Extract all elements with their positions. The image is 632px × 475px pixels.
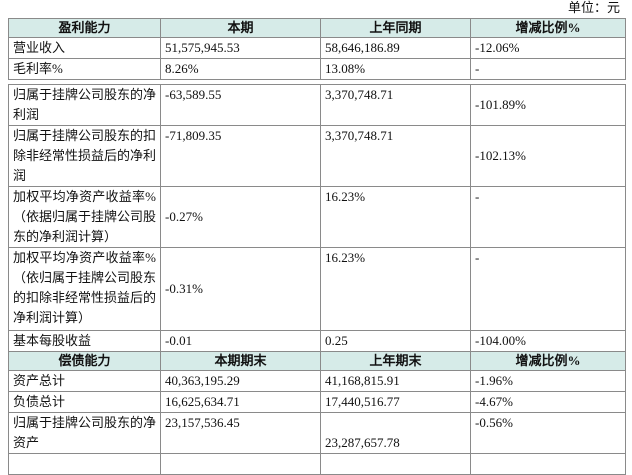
table-wrap: 盈利能力 本期 上年同期 增减比例% 营业收入 51,575,945.53 58,646,1… <box>8 18 626 475</box>
value-cell: 23,287,657.78 <box>320 412 471 454</box>
value-cell: -0.56% <box>470 412 626 454</box>
value-cell: - <box>470 186 626 248</box>
row-label: 归属于挂牌公司股东的扣除非经常性损益后的净利润 <box>8 125 161 187</box>
row-label: 归属于挂牌公司股东的净利润 <box>8 84 161 126</box>
row-label: 加权平均净资产收益率%（依归属于挂牌公司股东的扣除非经常性损益后的净利润计算） <box>8 247 161 331</box>
value-cell: -71,809.35 <box>160 125 321 187</box>
table-row: 归属于挂牌公司股东的扣除非经常性损益后的净利润 -71,809.35 3,370,7… <box>8 125 626 187</box>
row-label: 资产总计 <box>8 370 161 392</box>
value-cell: 8.26% <box>160 58 321 80</box>
value-cell: -0.31% <box>160 247 321 331</box>
value-cell: -12.06% <box>470 37 626 59</box>
row-label: 毛利率% <box>8 58 161 80</box>
financial-table: 盈利能力 本期 上年同期 增减比例% 营业收入 51,575,945.53 58,646,1… <box>8 18 626 475</box>
value-cell: -1.96% <box>470 370 626 392</box>
value-cell: 16,625,634.71 <box>160 391 321 413</box>
empty-cell <box>8 453 161 475</box>
value-cell: - <box>470 247 626 331</box>
header-cell: 上年同期 <box>320 18 471 38</box>
row-label: 加权平均净资产收益率%（依据归属于挂牌公司股东的净利润计算） <box>8 186 161 248</box>
unit-label: 单位：元 <box>567 0 620 15</box>
table-row: 营业收入 51,575,945.53 58,646,186.89 -12.06% <box>8 37 626 59</box>
header-cell: 盈利能力 <box>8 18 161 38</box>
value-cell: 40,363,195.29 <box>160 370 321 392</box>
header-cell: 本期 <box>160 18 321 38</box>
row-label: 基本每股收益 <box>8 330 161 352</box>
table-row: 资产总计 40,363,195.29 41,168,815.91 -1.96% <box>8 370 626 392</box>
row-label: 营业收入 <box>8 37 161 59</box>
value-cell: 16.23% <box>320 186 471 248</box>
page: 单位：元 盈利能力 本期 上年同期 增减比例% 营业收入 51,575,945.53 58,… <box>8 0 626 475</box>
table-row: 加权平均净资产收益率%（依据归属于挂牌公司股东的净利润计算） -0.27% 16.2… <box>8 186 626 248</box>
empty-cell <box>320 453 471 475</box>
empty-cell <box>470 453 626 475</box>
header-cell: 偿债能力 <box>8 351 161 371</box>
table-row: 归属于挂牌公司股东的净利润 -63,589.55 3,370,748.71 -101.… <box>8 84 626 126</box>
table-row <box>8 453 626 475</box>
row-label: 负债总计 <box>8 391 161 413</box>
header-cell: 增减比例% <box>470 18 626 38</box>
header-cell: 上年期末 <box>320 351 471 371</box>
value-cell: - <box>470 58 626 80</box>
header-cell: 增减比例% <box>470 351 626 371</box>
value-cell: -101.89% <box>470 84 626 126</box>
value-cell: 13.08% <box>320 58 471 80</box>
header-row: 盈利能力 本期 上年同期 增减比例% <box>8 18 626 38</box>
value-cell: 41,168,815.91 <box>320 370 471 392</box>
header-row: 偿债能力 本期期末 上年期末 增减比例% <box>8 351 626 371</box>
value-cell: 17,440,516.77 <box>320 391 471 413</box>
value-cell: 0.25 <box>320 330 471 352</box>
table-row: 归属于挂牌公司股东的净资产 23,157,536.45 23,287,657.78-… <box>8 412 626 454</box>
empty-cell <box>160 453 321 475</box>
value-cell: 3,370,748.71 <box>320 84 471 126</box>
value-cell: 51,575,945.53 <box>160 37 321 59</box>
value-cell: -104.00% <box>470 330 626 352</box>
value-cell: 16.23% <box>320 247 471 331</box>
value-cell: -102.13% <box>470 125 626 187</box>
value-cell: 3,370,748.71 <box>320 125 471 187</box>
value-cell: -0.01 <box>160 330 321 352</box>
row-label: 归属于挂牌公司股东的净资产 <box>8 412 161 454</box>
table-row: 加权平均净资产收益率%（依归属于挂牌公司股东的扣除非经常性损益后的净利润计算） -… <box>8 247 626 331</box>
value-cell: -4.67% <box>470 391 626 413</box>
header-cell: 本期期末 <box>160 351 321 371</box>
table-row: 负债总计 16,625,634.71 17,440,516.77 -4.67% <box>8 391 626 413</box>
table-row: 毛利率% 8.26% 13.08% - <box>8 58 626 80</box>
value-cell: 23,157,536.45 <box>160 412 321 454</box>
value-cell: 58,646,186.89 <box>320 37 471 59</box>
value-cell: -63,589.55 <box>160 84 321 126</box>
value-cell: -0.27% <box>160 186 321 248</box>
table-row: 基本每股收益 -0.01 0.25 -104.00% <box>8 330 626 352</box>
